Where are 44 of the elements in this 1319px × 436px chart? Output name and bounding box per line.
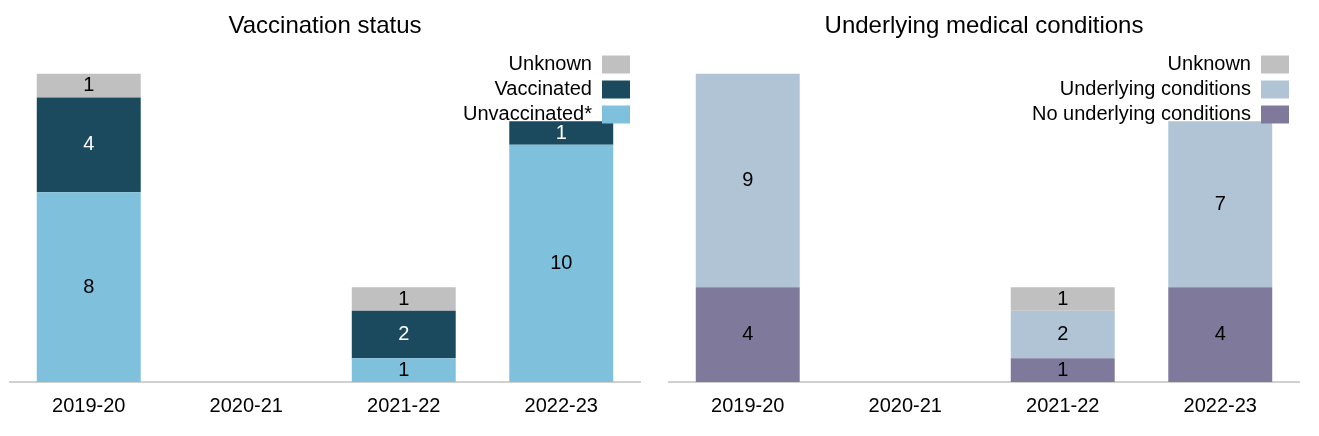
x-tick-label: 2019-20	[711, 393, 785, 416]
chart-title: Vaccination status	[227, 10, 423, 40]
chart-title: Underlying medical conditions	[823, 10, 1145, 40]
data-label: 4	[1214, 322, 1226, 345]
x-tick-label: 2022-23	[1183, 393, 1257, 416]
bar	[1168, 121, 1273, 288]
x-tick-label: 2020-21	[868, 393, 942, 416]
legend-label: Unknown	[1167, 52, 1251, 75]
data-label: 2	[1057, 322, 1069, 345]
bar	[1010, 358, 1115, 382]
bar	[695, 287, 800, 382]
legend-label: No underlying conditions	[1031, 102, 1251, 125]
data-label: 10	[550, 250, 573, 273]
data-label: 1	[398, 357, 410, 380]
bar	[36, 97, 141, 193]
data-label: 1	[83, 73, 95, 96]
bar	[509, 121, 614, 145]
data-label: 8	[83, 274, 95, 297]
x-tick-label: 2021-22	[367, 393, 441, 416]
x-tick-label: 2020-21	[209, 393, 283, 416]
x-tick-label: 2021-22	[1026, 393, 1100, 416]
bar	[1010, 287, 1115, 311]
data-label: 7	[1214, 191, 1226, 214]
bar	[695, 73, 800, 288]
data-label: 1	[1057, 286, 1069, 309]
data-label: 4	[742, 322, 754, 345]
data-label: 1	[1057, 357, 1069, 380]
data-label: 4	[83, 132, 95, 155]
bar	[1168, 287, 1273, 382]
bar	[36, 73, 141, 98]
data-label: 9	[742, 167, 754, 190]
bar	[351, 287, 456, 311]
bar	[36, 192, 141, 382]
data-label: 2	[398, 322, 410, 345]
data-label: 1	[398, 286, 410, 309]
x-tick-label: 2022-23	[524, 393, 598, 416]
legend-label: Underlying conditions	[1059, 77, 1251, 100]
x-tick-label: 2019-20	[52, 393, 126, 416]
bar	[351, 310, 456, 359]
bar	[351, 358, 456, 382]
bar	[1010, 310, 1115, 359]
legend-label: Vaccinated	[494, 77, 592, 100]
legend-label: Unknown	[508, 52, 592, 75]
bar	[509, 144, 614, 382]
